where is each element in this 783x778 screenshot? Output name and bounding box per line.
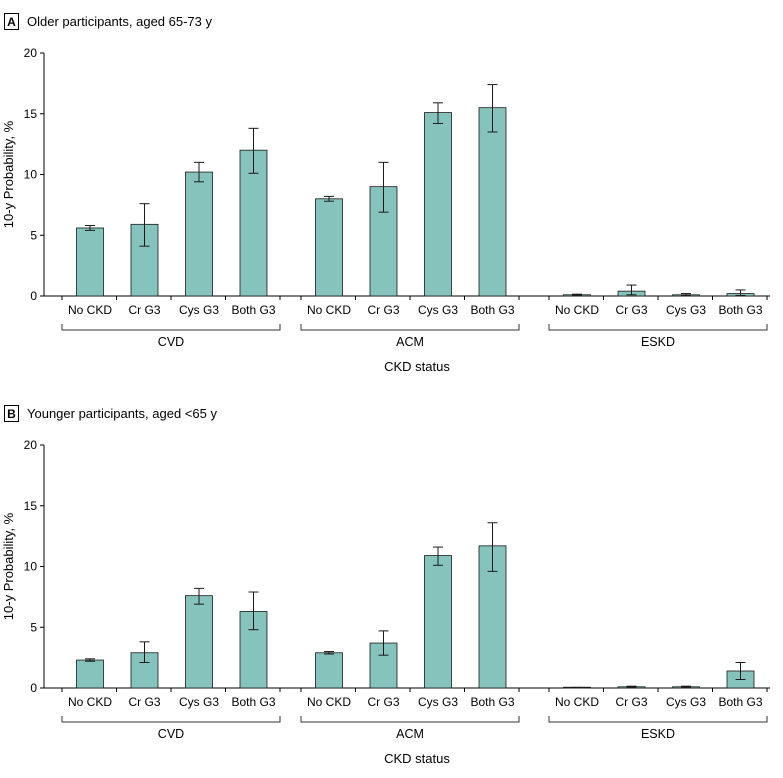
panel-b-title: Younger participants, aged <65 y: [27, 406, 217, 421]
bar: [424, 112, 452, 297]
y-tick-label: 20: [24, 438, 38, 452]
y-tick-label: 10: [24, 168, 38, 182]
bar: [76, 227, 104, 297]
x-category-label: Cys G3: [179, 303, 219, 317]
y-tick-label: 15: [24, 499, 38, 513]
y-axis-label: 10-y Probability, %: [1, 512, 16, 620]
panel-b-letter-box: [4, 405, 19, 422]
x-category-label: Cr G3: [367, 303, 399, 317]
group-bracket: [61, 716, 281, 723]
x-category-label: No CKD: [555, 303, 599, 317]
x-category-label: Cr G3: [615, 695, 647, 709]
bar: [76, 659, 104, 689]
bar: [185, 595, 213, 689]
x-category-label: Cys G3: [179, 695, 219, 709]
panel-a-letter: A: [7, 15, 16, 29]
panel-a-title: Older participants, aged 65-73 y: [27, 14, 212, 29]
group-label: ACM: [396, 727, 424, 741]
panel-b-letter: B: [7, 407, 16, 421]
panel-b-chart: 0 5 10 15 20 10-y Probability, % No CKD Cr G3 Cy…: [1, 438, 770, 766]
panel-b-header: B Younger participants, aged <65 y: [4, 405, 217, 422]
panel-a-chart: 0 5 10 15 20 10-y Probability, % No CKD Cr G3 Cy…: [1, 46, 770, 374]
group-bracket: [300, 324, 520, 331]
y-axis-label: 10-y Probability, %: [1, 120, 16, 228]
x-category-label: Cys G3: [666, 303, 706, 317]
x-category-label: Cys G3: [418, 695, 458, 709]
group-bracket: [548, 716, 768, 723]
x-category-label: Cr G3: [128, 303, 160, 317]
bar: [424, 555, 452, 689]
y-tick-label: 0: [30, 681, 37, 695]
x-category-label: No CKD: [68, 303, 112, 317]
group-label: ESKD: [641, 727, 675, 741]
group-label: CVD: [158, 335, 184, 349]
group-bracket: [548, 324, 768, 331]
x-category-label: Both G3: [470, 695, 514, 709]
group-label: CVD: [158, 727, 184, 741]
x-category-label: No CKD: [555, 695, 599, 709]
x-category-label: Both G3: [718, 303, 762, 317]
bar: [239, 149, 268, 297]
group-label: ESKD: [641, 335, 675, 349]
y-tick-label: 15: [24, 107, 38, 121]
x-category-label: Cr G3: [128, 695, 160, 709]
x-category-label: No CKD: [307, 695, 351, 709]
x-category-label: Both G3: [231, 695, 275, 709]
x-category-label: Both G3: [470, 303, 514, 317]
y-tick-label: 5: [30, 228, 37, 242]
x-category-label: No CKD: [307, 303, 351, 317]
bar: [185, 171, 213, 297]
x-category-label: Both G3: [718, 695, 762, 709]
x-axis-label: CKD status: [384, 751, 450, 766]
y-tick-label: 0: [30, 289, 37, 303]
group-label: ACM: [396, 335, 424, 349]
bar: [478, 107, 507, 297]
x-axis-label: CKD status: [384, 359, 450, 374]
bar: [130, 652, 159, 689]
group-bracket: [61, 324, 281, 331]
y-tick-label: 10: [24, 560, 38, 574]
bar: [315, 198, 343, 297]
bar: [315, 652, 343, 689]
x-category-label: Both G3: [231, 303, 275, 317]
x-category-label: Cr G3: [615, 303, 647, 317]
x-category-label: No CKD: [68, 695, 112, 709]
x-category-label: Cys G3: [418, 303, 458, 317]
y-tick-label: 20: [24, 46, 38, 60]
panel-a-header: A Older participants, aged 65-73 y: [4, 13, 212, 30]
y-tick-label: 5: [30, 620, 37, 634]
x-category-label: Cys G3: [666, 695, 706, 709]
x-category-label: Cr G3: [367, 695, 399, 709]
group-bracket: [300, 716, 520, 723]
panel-a-letter-box: [4, 13, 19, 30]
